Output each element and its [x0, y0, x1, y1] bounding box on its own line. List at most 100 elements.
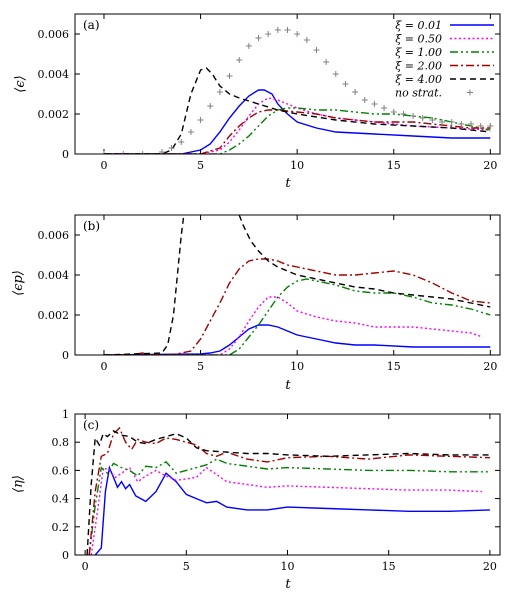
panel-b: 0 5 10 15 20 0 0.002 0.004 0.006 t ⟨ϵp⟩ (b) — [11, 214, 501, 393]
series-line-2 — [88, 458, 490, 555]
y-tick-label: 0.4 — [52, 493, 70, 506]
no-strat-point — [323, 59, 330, 65]
plot-frame — [74, 214, 501, 356]
series-line-2 — [104, 107, 491, 154]
panel-label: (a) — [83, 18, 100, 32]
legend-label: ξ = 0.01 — [395, 19, 442, 32]
series-line-3 — [104, 109, 491, 154]
no-strat-point — [274, 27, 281, 33]
series-line-1 — [104, 296, 483, 355]
plot-frame — [74, 413, 501, 556]
y-tick-label: 0 — [62, 349, 69, 362]
y-tick-label: 0.002 — [38, 108, 70, 121]
x-tick-label: 10 — [281, 560, 295, 573]
x-tick-label: 20 — [483, 560, 497, 573]
no-strat-point — [458, 121, 465, 127]
no-strat-point — [429, 117, 436, 123]
legend-label: no strat. — [395, 87, 442, 100]
no-strat-point — [477, 123, 484, 129]
x-tick-label: 10 — [290, 159, 304, 172]
no-strat-point — [400, 111, 407, 117]
y-tick-label: 0.8 — [52, 436, 70, 449]
no-strat-point — [332, 71, 339, 77]
legend-label: ξ = 1.00 — [395, 46, 442, 59]
series-line-0 — [103, 324, 491, 355]
y-axis-label: ⟨ϵ⟩ — [13, 75, 28, 92]
legend-label: ξ = 0.50 — [395, 33, 442, 46]
y-tick-label: 0.006 — [38, 229, 70, 242]
x-axis-label: t — [285, 176, 291, 191]
x-tick-label: 20 — [483, 360, 497, 373]
no-strat-point — [361, 97, 368, 103]
series-line-1 — [104, 97, 491, 154]
legend-label: ξ = 2.00 — [395, 60, 442, 73]
x-tick-label: 5 — [197, 159, 204, 172]
no-strat-point — [245, 43, 252, 49]
no-strat-point — [303, 37, 310, 43]
x-axis-label: t — [285, 577, 291, 592]
no-strat-point — [216, 89, 223, 95]
series-line-3 — [103, 258, 491, 355]
legend-marker — [467, 89, 473, 96]
y-tick-label: 0.004 — [38, 269, 70, 282]
x-tick-label: 15 — [387, 360, 401, 373]
no-strat-point — [381, 105, 388, 111]
no-strat-point — [371, 101, 378, 107]
no-strat-point — [168, 145, 175, 151]
no-strat-point — [226, 73, 233, 79]
no-strat-point — [178, 139, 185, 145]
y-tick-label: 0 — [62, 549, 69, 562]
x-tick-label: 0 — [100, 159, 107, 172]
x-tick-label: 0 — [82, 560, 89, 573]
panel-c: 0 5 10 15 20 0 0.2 0.4 0.6 0.8 1 t ⟨η⟩ (c) — [11, 408, 501, 592]
no-strat-point — [410, 113, 417, 119]
x-tick-label: 10 — [290, 360, 304, 373]
series-line-4 — [104, 67, 491, 154]
no-strat-point — [342, 81, 349, 87]
no-strat-point — [487, 123, 494, 129]
panel-label: (c) — [83, 418, 99, 432]
x-tick-label: 5 — [197, 360, 204, 373]
no-strat-point — [207, 103, 214, 109]
y-tick-label: 0.004 — [38, 68, 70, 81]
x-tick-label: 15 — [387, 159, 401, 172]
y-axis-label: ⟨η⟩ — [11, 475, 26, 493]
no-strat-point — [352, 89, 359, 95]
no-strat-point — [100, 151, 107, 154]
no-strat-point — [313, 47, 320, 53]
series-line-4 — [103, 215, 491, 355]
no-strat-point — [439, 119, 446, 125]
y-tick-label: 1 — [62, 408, 69, 421]
y-tick-label: 0.6 — [52, 464, 70, 477]
x-axis-label: t — [285, 378, 291, 393]
no-strat-point — [158, 149, 165, 154]
y-tick-label: 0 — [62, 148, 69, 161]
y-tick-label: 0.2 — [52, 521, 70, 534]
y-tick-label: 0.006 — [38, 28, 70, 41]
no-strat-point — [187, 129, 194, 135]
no-strat-point — [236, 57, 243, 63]
series-line-1 — [90, 466, 482, 555]
no-strat-point — [255, 35, 262, 41]
no-strat-point — [120, 151, 127, 154]
no-strat-point — [284, 27, 291, 33]
no-strat-point — [294, 31, 301, 37]
legend-label: ξ = 4.00 — [395, 73, 442, 86]
series-line-4 — [86, 430, 490, 555]
series-line-0 — [104, 89, 491, 154]
no-strat-point — [390, 109, 397, 115]
legend: ξ = 0.01ξ = 0.50ξ = 1.00ξ = 2.00ξ = 4.00… — [395, 19, 494, 100]
panel-label: (b) — [83, 219, 100, 233]
y-tick-label: 0.002 — [38, 309, 70, 322]
x-tick-label: 0 — [100, 360, 107, 373]
plot-frame — [74, 13, 501, 155]
no-strat-point — [265, 31, 272, 37]
no-strat-point — [468, 121, 475, 127]
series-line-3 — [88, 426, 490, 555]
no-strat-point — [139, 151, 146, 154]
series-line-2 — [104, 278, 491, 355]
no-strat-point — [419, 115, 426, 121]
x-tick-label: 15 — [382, 560, 396, 573]
x-tick-label: 20 — [483, 159, 497, 172]
